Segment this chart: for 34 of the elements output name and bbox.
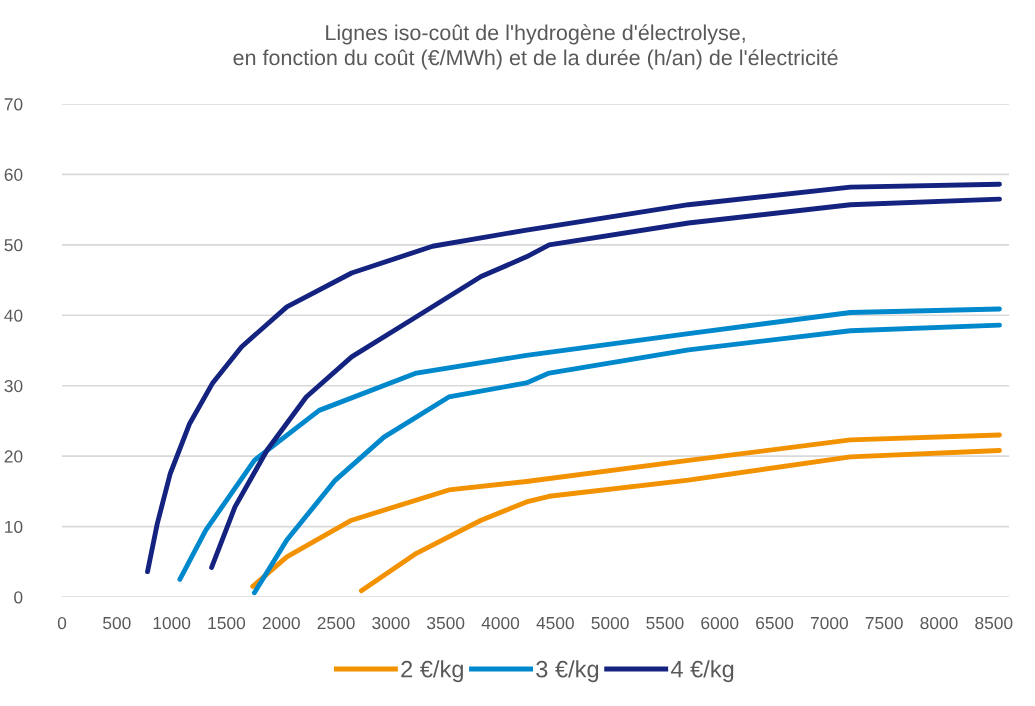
y-tick-label: 40 xyxy=(4,309,23,322)
x-tick-label: 4500 xyxy=(536,616,574,630)
x-tick-label: 8500 xyxy=(975,616,1013,630)
legend-label: 2 €/kg xyxy=(401,660,463,683)
x-tick-label: 4000 xyxy=(481,616,520,630)
chart-title: Lignes iso-coût de l'hydrogène d'électrolyse, en fonction du coût (€/MWh) et de la durée (h/an) de l'électricité xyxy=(233,24,838,70)
x-tick-label: 6500 xyxy=(756,616,794,630)
x-tick-label: 0 xyxy=(57,616,67,630)
x-tick-label: 1500 xyxy=(208,616,246,630)
x-tick-label: 1000 xyxy=(153,616,191,630)
y-tick-label: 60 xyxy=(4,168,23,181)
x-tick-label: 6000 xyxy=(701,616,739,630)
x-tick-label: 3000 xyxy=(372,616,410,630)
line-series xyxy=(358,448,1002,594)
legend-label: 3 €/kg xyxy=(536,660,599,683)
y-tick-label: 10 xyxy=(5,520,23,534)
y-tick-label: 0 xyxy=(14,591,23,604)
x-tick-label: 7000 xyxy=(810,616,848,630)
x-tick-label: 7500 xyxy=(865,616,903,630)
x-tick-label: 2500 xyxy=(317,616,355,630)
y-tick-label: 30 xyxy=(4,379,23,393)
line-series xyxy=(251,322,1002,596)
y-tick-label: 20 xyxy=(4,450,23,463)
y-tick-label: 50 xyxy=(4,239,23,252)
x-tick-label: 5500 xyxy=(646,616,684,630)
x-tick-label: 500 xyxy=(103,616,131,630)
line-series xyxy=(177,306,1002,582)
x-tick-label: 5000 xyxy=(591,616,629,630)
x-tick-label: 2000 xyxy=(262,616,300,630)
y-tick-label: 70 xyxy=(4,98,23,111)
legend-label: 4 €/kg xyxy=(670,660,734,683)
line-series xyxy=(250,432,1002,589)
x-tick-label: 3500 xyxy=(427,616,465,630)
x-tick-label: 8000 xyxy=(920,616,958,630)
